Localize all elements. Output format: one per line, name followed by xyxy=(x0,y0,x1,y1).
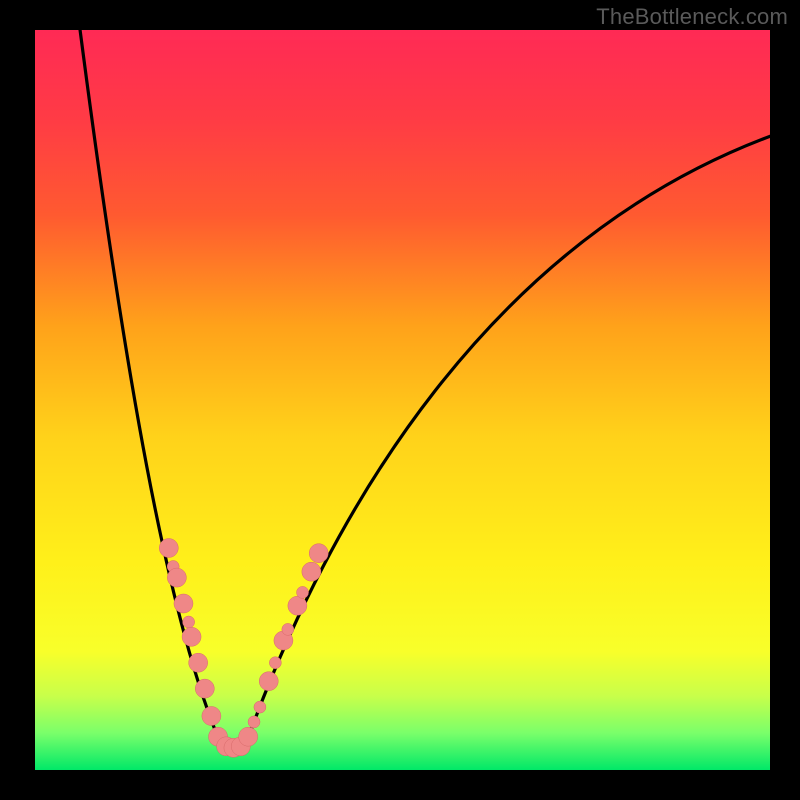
data-marker xyxy=(189,653,208,672)
data-marker xyxy=(302,562,321,581)
data-marker xyxy=(297,586,309,598)
data-marker xyxy=(254,701,266,713)
watermark-text: TheBottleneck.com xyxy=(596,4,788,30)
data-marker xyxy=(202,706,221,725)
data-marker xyxy=(282,623,294,635)
data-marker xyxy=(239,727,258,746)
data-marker xyxy=(183,616,195,628)
data-marker xyxy=(309,544,328,563)
data-marker xyxy=(159,539,178,558)
data-marker xyxy=(269,657,281,669)
bottleneck-chart xyxy=(0,0,800,800)
data-marker xyxy=(259,672,278,691)
data-marker xyxy=(248,716,260,728)
data-marker xyxy=(195,679,214,698)
data-marker xyxy=(167,568,186,587)
data-marker xyxy=(288,596,307,615)
chart-container: TheBottleneck.com xyxy=(0,0,800,800)
data-marker xyxy=(174,594,193,613)
data-marker xyxy=(182,627,201,646)
plot-background xyxy=(35,30,770,770)
